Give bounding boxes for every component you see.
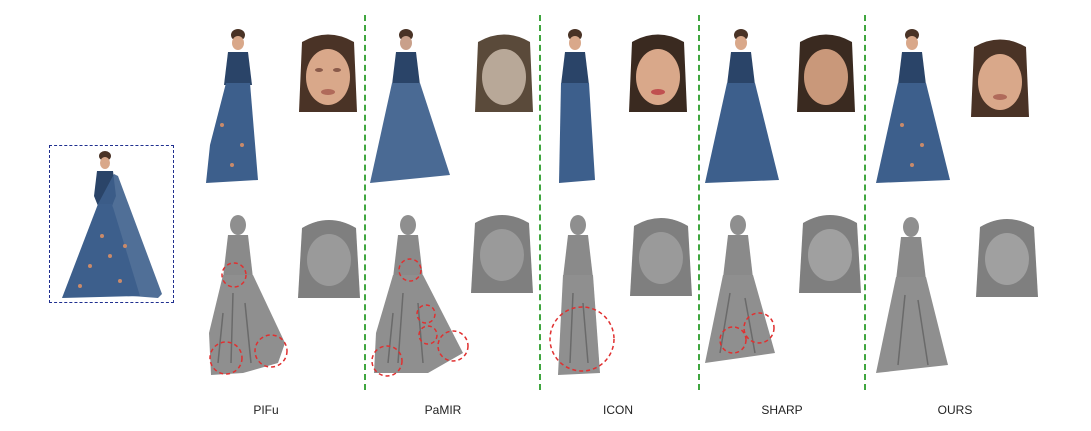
separator-1 (364, 15, 366, 390)
pamir-textured-body (370, 29, 450, 183)
icon-mesh-face (630, 218, 692, 296)
sharp-mesh-face (799, 215, 861, 293)
separator-2 (539, 15, 541, 390)
pamir-textured-face (475, 34, 533, 112)
icon-textured-face (629, 34, 687, 112)
ours-mesh-face (976, 219, 1038, 297)
label-ours: OURS (937, 403, 973, 417)
ours-textured-face (971, 39, 1029, 117)
ours-mesh-body (876, 217, 948, 373)
sharp-textured-face (797, 34, 855, 112)
label-pifu: PIFu (253, 403, 279, 417)
pifu-mesh-face (298, 220, 360, 298)
label-pamir: PaMIR (424, 403, 462, 417)
pifu-textured-face (299, 34, 357, 112)
icon-textured-body (559, 29, 595, 183)
label-icon: ICON (603, 403, 633, 417)
sharp-mesh-body (705, 215, 775, 363)
input-figure (62, 151, 162, 298)
pifu-mesh-body (209, 215, 288, 375)
input-image-frame (49, 145, 174, 303)
pamir-mesh-body (371, 215, 469, 377)
label-sharp: SHARP (761, 403, 803, 417)
ours-textured-body (876, 29, 950, 183)
separator-4 (864, 15, 866, 390)
icon-mesh-body (549, 215, 615, 375)
separator-3 (698, 15, 700, 390)
pamir-mesh-face (471, 215, 533, 293)
sharp-textured-body (705, 29, 779, 183)
pifu-textured-body (206, 29, 258, 183)
